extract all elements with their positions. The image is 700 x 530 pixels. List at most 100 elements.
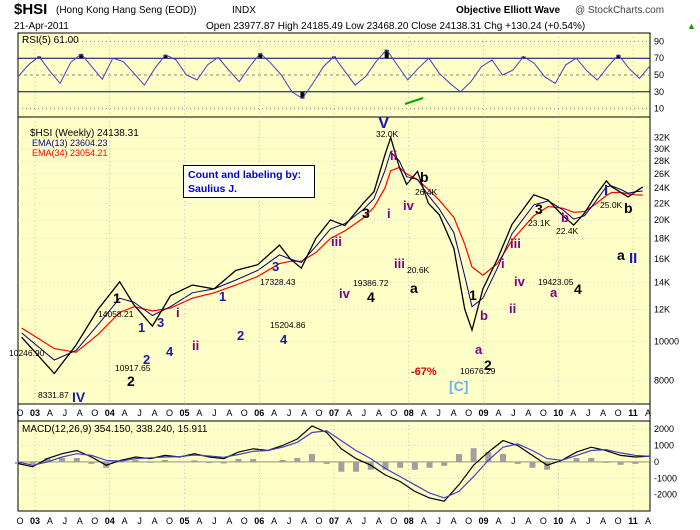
date-tick-label: J — [586, 408, 591, 418]
date-tick-label: A — [196, 516, 202, 526]
macd-histogram-bar — [294, 457, 301, 462]
date-tick-label: 05 — [179, 408, 189, 418]
macd-histogram-bar — [470, 448, 477, 462]
wave-label-black: 1 — [469, 287, 477, 303]
chart-symbol: $HSI — [14, 1, 47, 18]
wave-label-black: 2 — [127, 373, 135, 389]
date-tick-label: O — [241, 408, 248, 418]
price-tick-label: 26K — [654, 169, 670, 179]
date-tick-label: J — [212, 516, 217, 526]
macd-histogram-bar — [544, 461, 551, 470]
price-legend-0: $HSI (Weekly) 24138.31 — [30, 128, 139, 139]
date-tick-label: A — [226, 408, 232, 418]
macd-signal-line — [17, 430, 651, 499]
date-tick-label: J — [511, 408, 516, 418]
date-tick-label: O — [465, 516, 472, 526]
date-tick-label: J — [63, 408, 68, 418]
date-tick-label: J — [362, 408, 367, 418]
date-tick-label: 04 — [105, 408, 115, 418]
date-tick-label: A — [376, 516, 382, 526]
macd-histogram-bar — [617, 461, 624, 465]
date-axis-top: O 03 A J A O 04 A J A O 05 A J A O 06 A J A O 07 A J A O 08 A J A O 09 A… — [16, 33, 651, 418]
date-tick-label: A — [122, 516, 128, 526]
date-tick-label: A — [600, 408, 606, 418]
date-tick-label: A — [301, 516, 307, 526]
price-tick-label: 10000 — [654, 336, 679, 346]
price-label: 22.4K — [556, 226, 579, 236]
price-tick-label: 20K — [654, 215, 670, 225]
date-tick-label: 04 — [105, 516, 115, 526]
rsi-tick-label: 50 — [654, 70, 664, 80]
rsi-extreme-fill — [79, 54, 84, 59]
price-tick-label: 28K — [654, 156, 670, 166]
wave-label-purple: i — [501, 256, 505, 271]
wave-label-blue: II — [629, 250, 637, 267]
chart-ohlc: Open 23977.87 High 24185.49 Low 23468.20… — [206, 21, 585, 32]
date-tick-label: A — [645, 516, 651, 526]
macd-histogram-bar — [441, 461, 448, 466]
date-tick-label: A — [525, 408, 531, 418]
macd-histogram-bar — [279, 459, 286, 462]
rsi-panel — [17, 32, 651, 118]
wave-label-purple: b — [561, 210, 569, 225]
date-tick-label: O — [241, 516, 248, 526]
rsi-line — [17, 48, 651, 100]
price-label: 8331.87 — [38, 390, 69, 400]
date-tick-label: A — [301, 408, 307, 418]
date-tick-label: A — [47, 408, 53, 418]
chart-source-site: @ StockCharts.com — [575, 5, 664, 16]
price-label: 14058.21 — [98, 309, 134, 319]
date-tick-label: A — [122, 408, 128, 418]
rsi-extreme-fill — [384, 49, 389, 59]
macd-histogram-bar — [88, 461, 95, 464]
price-tick-label: 24K — [654, 183, 670, 193]
date-tick-label: O — [316, 408, 323, 418]
date-tick-label: O — [390, 408, 397, 418]
price-legend-2: EMA(34) 23054.21 — [32, 148, 108, 158]
rsi-extreme-fill — [300, 91, 305, 99]
wave-label-purple: iv — [403, 198, 415, 213]
price-label: 15204.86 — [270, 320, 306, 330]
price-tick-label: 14K — [654, 278, 670, 288]
date-tick-label: J — [362, 516, 367, 526]
wave-label-purple: ii — [390, 148, 397, 163]
macd-title: MACD(12,26,9) 354.150, 338.240, 15.911 — [22, 424, 208, 435]
date-tick-label: 09 — [479, 516, 489, 526]
wave-label-purple: ii — [509, 301, 516, 316]
date-tick-label: A — [525, 516, 531, 526]
wave-label-black: 4 — [574, 281, 582, 297]
wave-label-black: a — [410, 280, 418, 296]
count-label-line1: Count and labeling by: — [188, 169, 302, 181]
macd-histogram-bar — [529, 461, 536, 468]
date-tick-label: O — [91, 516, 98, 526]
wave-label-purple: iii — [331, 234, 342, 249]
date-tick-label: A — [421, 408, 427, 418]
price-tick-label: 22K — [654, 198, 670, 208]
date-tick-label: A — [495, 516, 501, 526]
date-tick-label: 07 — [329, 516, 339, 526]
macd-histogram-bar — [191, 460, 198, 462]
wave-label-blue: I — [604, 182, 608, 199]
date-tick-label: 06 — [254, 408, 264, 418]
macd-tick-label: 2000 — [654, 424, 674, 434]
price-label: 19423.05 — [538, 277, 574, 287]
macd-tick-label: -1000 — [654, 473, 677, 483]
chart-name: (Hong Kong Hang Seng (EOD)) — [56, 5, 197, 16]
date-tick-label: A — [271, 408, 277, 418]
date-tick-label: A — [451, 408, 457, 418]
wave-label-black: b — [420, 169, 429, 185]
wave-label-blue: 3 — [272, 259, 279, 274]
date-tick-label: J — [436, 516, 441, 526]
date-tick-label: O — [540, 516, 547, 526]
wave-label-purple: iv — [514, 274, 526, 289]
wave-label-black: 4 — [367, 289, 375, 305]
wave-label-blue: V — [378, 113, 390, 132]
wave-label-black: b — [624, 200, 633, 216]
date-tick-label: J — [287, 408, 292, 418]
date-tick-label: O — [16, 516, 23, 526]
date-tick-label: O — [615, 516, 622, 526]
wave-label-purple: a — [550, 285, 558, 300]
price-tick-label: 16K — [654, 254, 670, 264]
wave-label-purple: ii — [192, 338, 199, 353]
